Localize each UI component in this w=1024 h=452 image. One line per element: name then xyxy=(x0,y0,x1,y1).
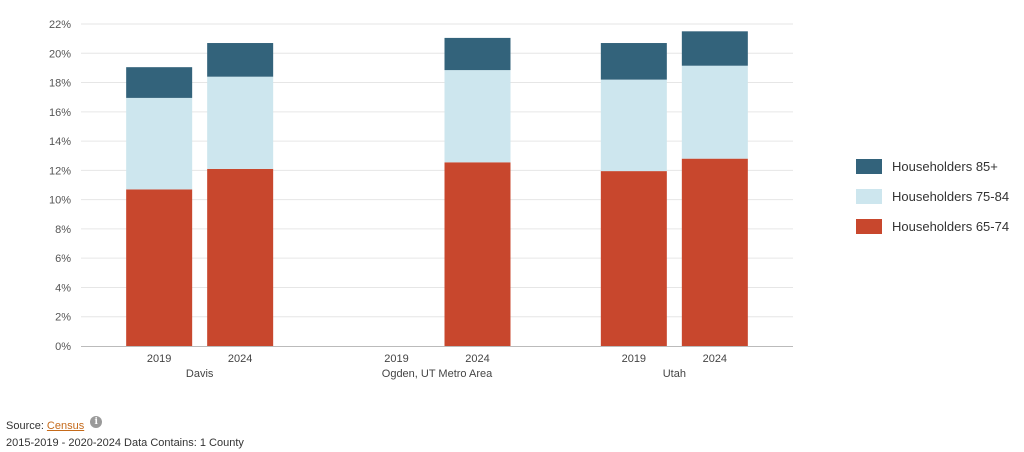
y-tick-label: 18% xyxy=(49,78,71,90)
y-tick-label: 2% xyxy=(55,312,71,324)
source-prefix: Source: xyxy=(6,420,44,432)
group-label: Davis xyxy=(186,368,214,380)
info-icon[interactable]: i xyxy=(90,416,103,428)
y-tick-label: 20% xyxy=(49,48,71,60)
legend-label: Householders 65-74 xyxy=(892,218,1010,234)
bar-segment xyxy=(126,189,193,346)
bar-segment xyxy=(207,76,274,169)
bar-segment xyxy=(126,97,193,190)
y-tick-label: 4% xyxy=(55,282,71,294)
y-tick-label: 6% xyxy=(55,253,71,265)
legend-item[interactable]: Householders 65-74 xyxy=(856,216,1009,236)
legend-label: Householders 85+ xyxy=(892,158,998,174)
y-tick-label: 14% xyxy=(49,136,71,148)
bar-segment xyxy=(681,158,748,346)
source-link-census[interactable]: Census xyxy=(46,420,85,432)
bar-segment xyxy=(126,67,193,98)
legend-swatch xyxy=(856,218,882,234)
bar-segment xyxy=(681,65,748,159)
bar-segment xyxy=(444,70,511,163)
group-label: Ogden, UT Metro Area xyxy=(382,368,493,380)
y-tick-label: 0% xyxy=(55,341,71,353)
bar-segment xyxy=(444,37,511,71)
y-tick-label: 12% xyxy=(49,165,71,177)
x-tick-label: 2024 xyxy=(465,353,489,365)
x-tick-label: 2019 xyxy=(147,353,171,365)
stacked-bar-chart: 0% 2% 4% 6% 8% 10% 12% 14% 16% 18% 20% 22% 2019 2024 D… xyxy=(49,19,793,380)
x-tick-label: 2024 xyxy=(703,353,727,365)
y-tick-label: 8% xyxy=(55,224,71,236)
bar-segment xyxy=(600,79,667,172)
group-label: Utah xyxy=(663,368,686,380)
bar-segment xyxy=(600,171,667,346)
legend-swatch xyxy=(856,158,882,174)
legend-label: Householders 75-84 xyxy=(892,188,1010,204)
bar-segment xyxy=(600,43,667,80)
source-line: Source: Census i xyxy=(6,416,103,432)
data-note: 2015-2019 - 2020-2024 Data Contains: 1 C… xyxy=(6,437,244,449)
chart-legend: Householders 85+ Householders 75-84 Househ… xyxy=(856,156,1009,246)
x-tick-label: 2019 xyxy=(384,353,408,365)
bar-segment xyxy=(681,31,748,66)
bar-segment xyxy=(444,162,511,346)
legend-item[interactable]: Householders 85+ xyxy=(856,156,1009,176)
legend-item[interactable]: Householders 75-84 xyxy=(856,186,1009,206)
bar-segment xyxy=(207,43,274,77)
y-tick-label: 10% xyxy=(49,195,71,207)
y-tick-label: 22% xyxy=(49,19,71,31)
legend-swatch xyxy=(856,188,882,204)
y-tick-label: 16% xyxy=(49,107,71,119)
bar-segment xyxy=(207,168,274,346)
x-tick-label: 2019 xyxy=(622,353,646,365)
x-tick-label: 2024 xyxy=(228,353,252,365)
